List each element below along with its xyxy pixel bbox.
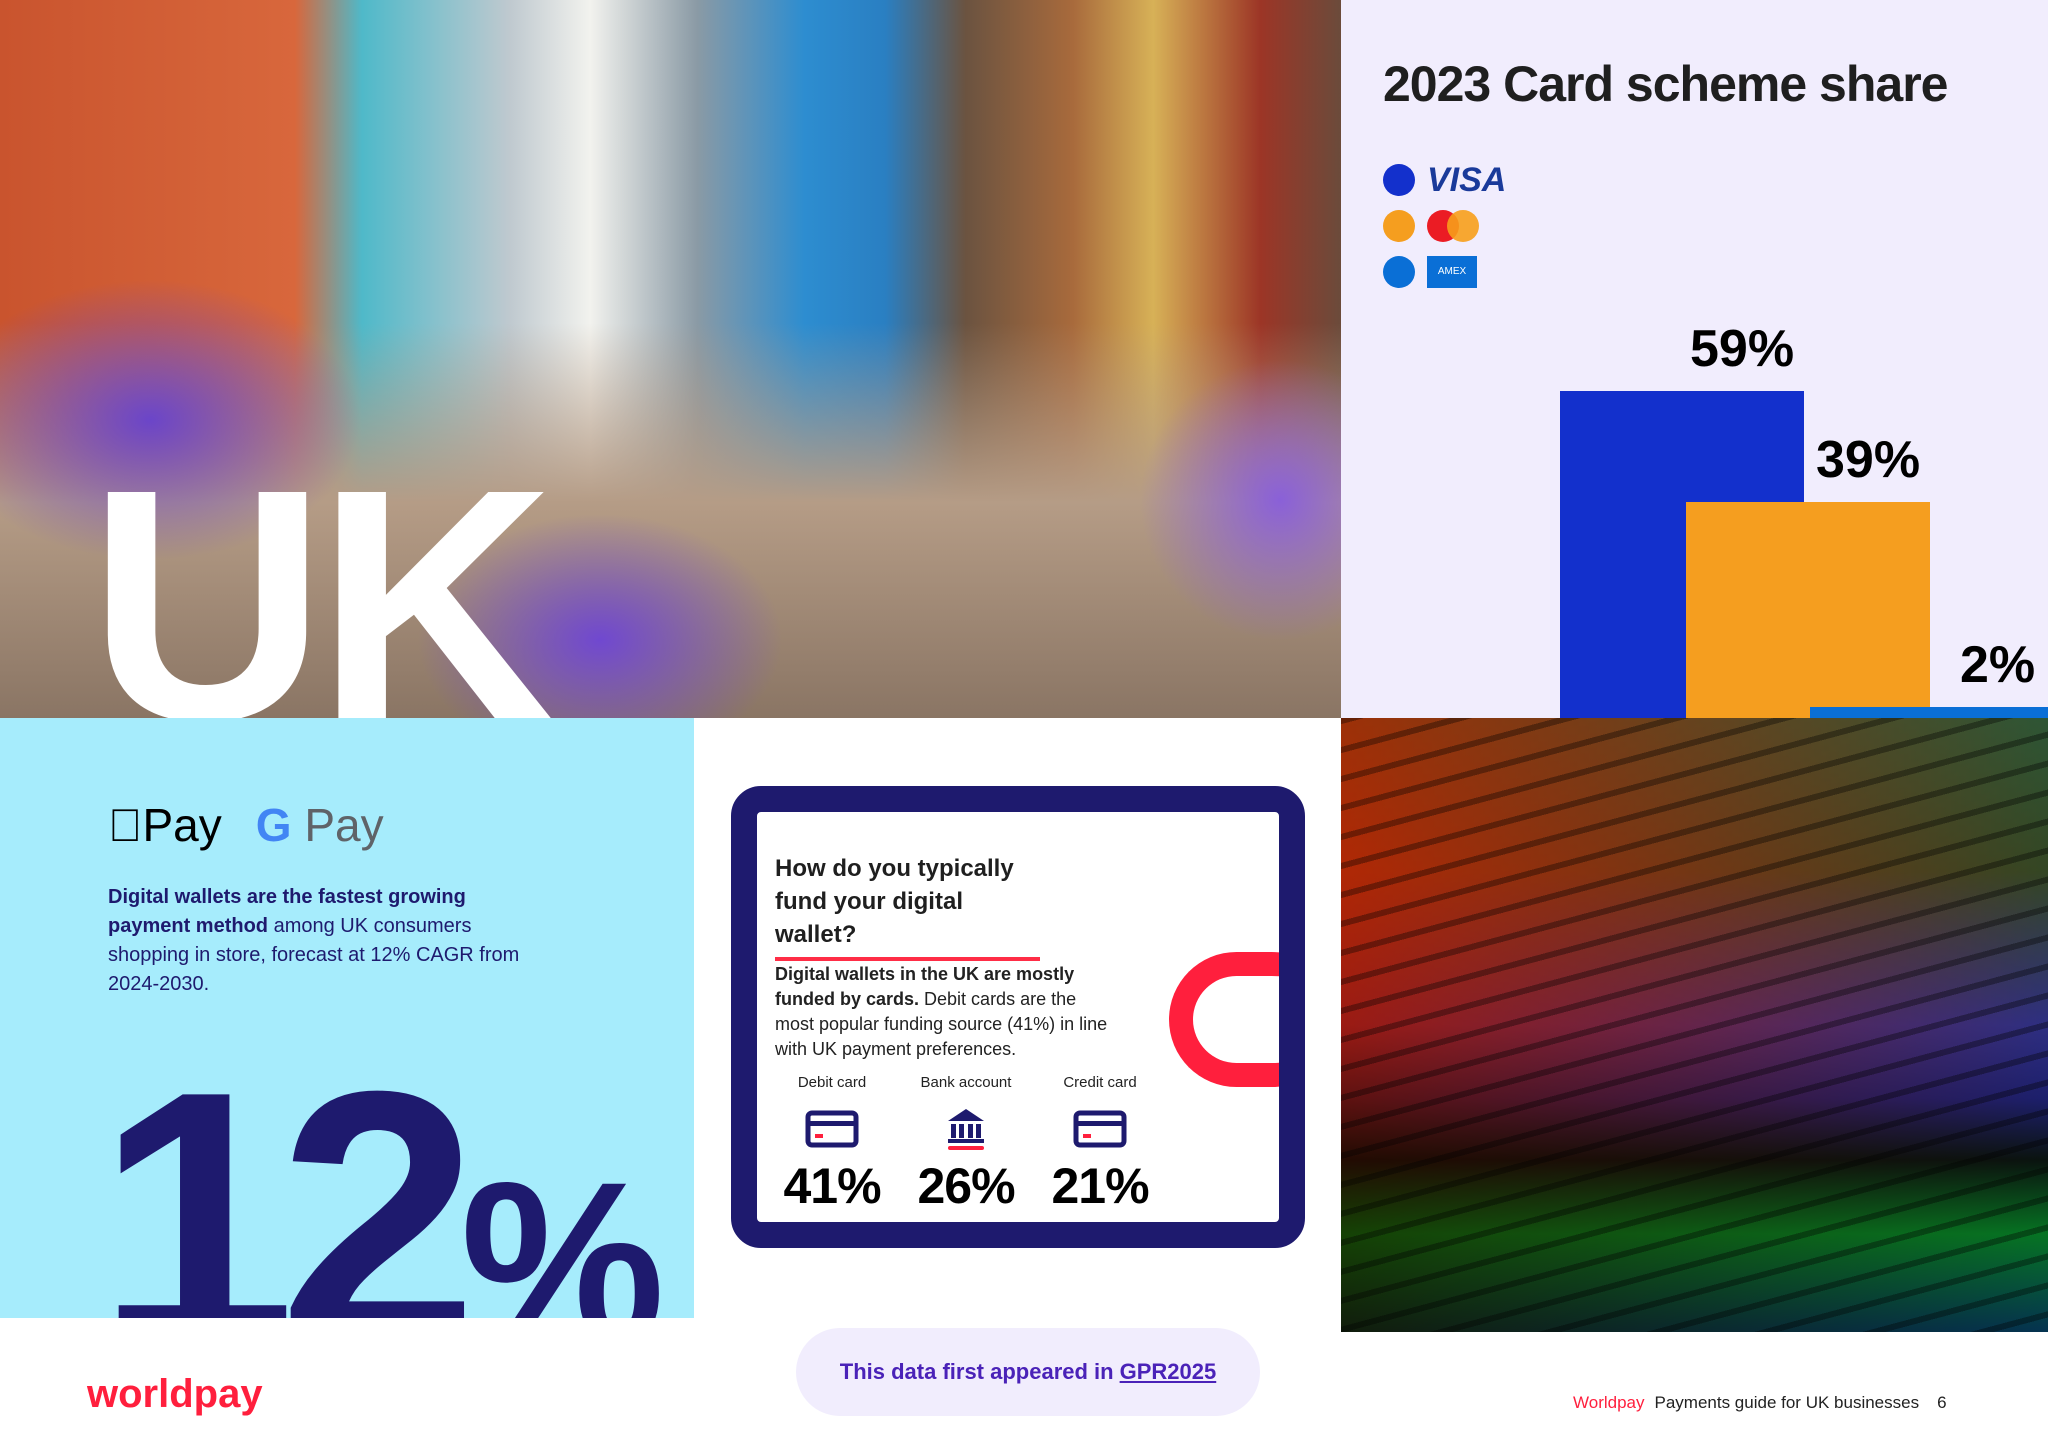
credit-card-icon (1035, 1105, 1165, 1153)
gpr-link[interactable]: GPR2025 (1119, 1359, 1217, 1384)
fund-bank: Bank account 26% (901, 1074, 1031, 1215)
street-photo: UK (0, 0, 1341, 718)
bar-value-label: 39% (1816, 430, 1921, 489)
fund-label: Credit card (1063, 1074, 1137, 1091)
pencils-photo (1341, 718, 2048, 1332)
card-question: How do you typically fund your digital w… (775, 852, 1040, 961)
google-g-icon: G (221, 799, 292, 851)
wallets-description: Digital wallets are the fastest growing … (108, 886, 520, 995)
legend-dot (1383, 256, 1415, 288)
worldpay-logo: worldpay (87, 1372, 263, 1416)
decorative-ring (1169, 952, 1279, 1087)
bar-mastercard (1686, 501, 1930, 718)
bar-value-label: 59% (1690, 320, 1795, 378)
source-text: This data first appeared in (839, 1359, 1114, 1384)
legend-dot (1383, 164, 1415, 196)
bar-value-label: 2% (1960, 635, 2036, 694)
apple-icon:  (108, 799, 143, 851)
fund-value: 41% (783, 1158, 881, 1214)
funding-card: How do you typically fund your digital w… (731, 786, 1305, 1248)
bar-american-express (1810, 706, 2048, 718)
footer-guide-title: Payments guide for UK businesses (1654, 1393, 1920, 1412)
credit-card-icon (767, 1105, 897, 1153)
wallet-logos: Pay G Pay (108, 798, 384, 852)
page-number: 6 (1937, 1393, 1947, 1412)
card-description: Digital wallets in the UK are mostly fun… (775, 964, 1108, 1059)
chart-title: 2023 Card scheme share (1383, 56, 1948, 112)
fund-credit: Credit card 21% (1035, 1074, 1165, 1215)
country-title: UK (88, 420, 555, 719)
card-scheme-chart: 2023 Card scheme share VISA AMEX 59% 39% 2… (1341, 0, 2048, 718)
fund-label: Debit card (797, 1074, 867, 1091)
bank-icon (901, 1105, 1031, 1153)
visa-logo: VISA (1427, 160, 1507, 199)
footer-brand: Worldpay (1573, 1393, 1645, 1412)
apple-pay-logo: Pay (108, 799, 222, 851)
fund-label: Bank account (920, 1074, 1012, 1091)
mastercard-logo (1427, 210, 1479, 242)
amex-logo: AMEX (1427, 256, 1477, 288)
google-pay-logo: G Pay (221, 799, 384, 851)
source-pill: This data first appeared in GPR2025 (796, 1328, 1260, 1416)
legend-dot (1383, 210, 1415, 242)
legend-visa: VISA (1383, 161, 1506, 199)
cagr-stat: 12% (96, 1017, 665, 1318)
digital-wallets-panel: Pay G Pay Digital wallets are the faste… (0, 718, 694, 1318)
fund-value: 21% (1051, 1158, 1149, 1214)
page-footer: Worldpay Payments guide for UK businesse… (1573, 1393, 1947, 1413)
legend-amex: AMEX (1383, 256, 1477, 288)
fund-value: 26% (917, 1158, 1015, 1214)
legend-mastercard (1383, 210, 1479, 242)
fund-debit: Debit card 41% (767, 1074, 897, 1215)
